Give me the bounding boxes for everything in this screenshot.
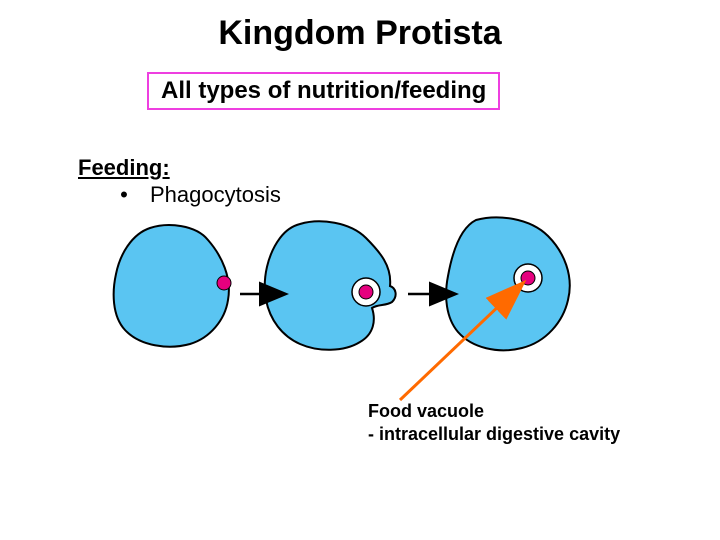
cell-body: [446, 217, 570, 350]
cell-body: [114, 225, 229, 347]
cells-group: [114, 217, 570, 350]
food-particle: [217, 276, 231, 290]
cell-stage-2: [265, 221, 396, 349]
food-particle: [521, 271, 535, 285]
cell-stage-3: [446, 217, 570, 350]
phagocytosis-diagram: [0, 0, 720, 540]
food-particle: [359, 285, 373, 299]
cell-stage-1: [114, 225, 231, 347]
